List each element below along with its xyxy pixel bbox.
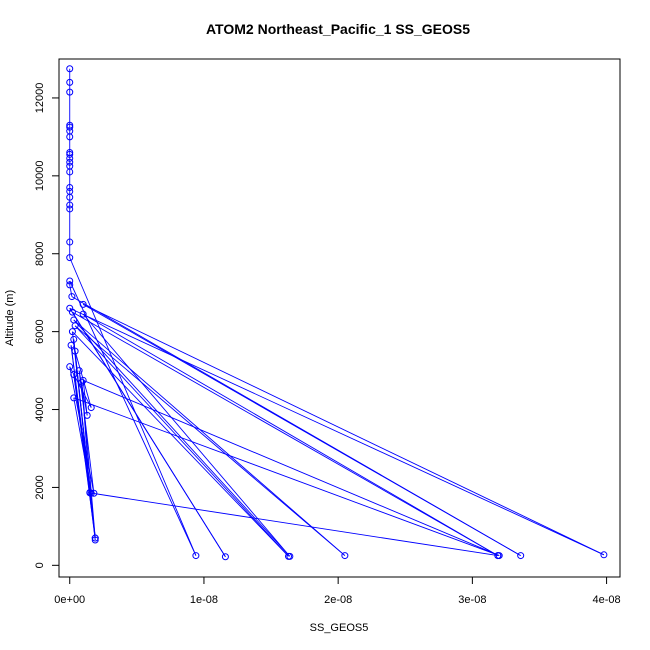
data-point bbox=[600, 551, 608, 559]
series-segment bbox=[89, 492, 498, 557]
data-point bbox=[66, 254, 74, 262]
x-tick-label: 3e-08 bbox=[458, 594, 486, 606]
data-point bbox=[68, 328, 76, 336]
data-point bbox=[90, 489, 98, 497]
data-point bbox=[66, 150, 74, 158]
data-point bbox=[66, 201, 74, 209]
series-segment bbox=[82, 313, 499, 556]
data-point bbox=[517, 552, 525, 560]
y-tick-label: 12000 bbox=[34, 83, 46, 114]
data-point bbox=[86, 489, 94, 497]
data-point bbox=[66, 78, 74, 86]
chart-title: ATOM2 Northeast_Pacific_1 SS_GEOS5 bbox=[206, 21, 470, 37]
data-point bbox=[68, 308, 76, 316]
y-axis-title: Altitude (m) bbox=[4, 290, 16, 346]
data-point bbox=[79, 300, 87, 308]
data-point bbox=[341, 552, 349, 560]
series-segment bbox=[82, 313, 291, 557]
plot-frame bbox=[58, 58, 621, 578]
series-segment bbox=[73, 397, 500, 557]
data-point bbox=[66, 158, 74, 166]
data-point bbox=[66, 154, 74, 162]
data-point bbox=[66, 184, 74, 192]
data-point bbox=[78, 378, 86, 386]
data-point bbox=[66, 123, 74, 131]
series-segment bbox=[73, 319, 346, 556]
data-point bbox=[70, 370, 78, 378]
series-segment bbox=[72, 311, 226, 557]
x-tick-label: 0e+00 bbox=[54, 594, 85, 606]
y-tick-label: 6000 bbox=[34, 319, 46, 343]
series-segment bbox=[81, 382, 91, 493]
axes: 0e+00 1e-08 2e-08 3e-08 4e-08 0 2000 4000 6000 80… bbox=[34, 83, 621, 606]
data-point bbox=[67, 341, 75, 349]
data-point bbox=[87, 404, 95, 412]
data-point bbox=[66, 363, 74, 371]
data-point bbox=[71, 322, 79, 330]
series-segment bbox=[72, 331, 289, 557]
data-point bbox=[79, 310, 87, 318]
data-point bbox=[66, 238, 74, 246]
series-segment bbox=[69, 366, 92, 408]
series-segment bbox=[72, 311, 499, 556]
data-point bbox=[66, 65, 74, 73]
y-tick-label: 2000 bbox=[34, 475, 46, 499]
data-point bbox=[75, 367, 83, 375]
x-axis-title: SS_GEOS5 bbox=[310, 622, 369, 634]
data-point bbox=[70, 394, 78, 402]
data-point bbox=[66, 205, 74, 213]
data-point bbox=[192, 552, 200, 560]
data-point bbox=[285, 552, 292, 560]
data-point bbox=[91, 536, 99, 544]
series-segment bbox=[73, 374, 96, 539]
data-point bbox=[66, 133, 74, 141]
data-point bbox=[66, 281, 74, 289]
series-segment bbox=[82, 303, 521, 556]
data-point bbox=[66, 193, 74, 201]
x-tick-label: 2e-08 bbox=[324, 594, 352, 606]
y-tick-label: 0 bbox=[34, 562, 46, 568]
y-tick-label: 10000 bbox=[34, 161, 46, 192]
data-point bbox=[66, 277, 74, 285]
data-point bbox=[66, 88, 74, 96]
x-tick-label: 4e-08 bbox=[593, 594, 621, 606]
data-point bbox=[68, 293, 76, 301]
series-segment bbox=[82, 303, 605, 556]
y-tick-label: 8000 bbox=[34, 241, 46, 265]
data-point bbox=[494, 552, 502, 560]
series-segment bbox=[69, 284, 73, 297]
y-tick-label: 4000 bbox=[34, 397, 46, 421]
series-segment bbox=[74, 325, 346, 556]
data-series bbox=[66, 65, 608, 561]
series-segment bbox=[69, 280, 197, 556]
series-segment bbox=[82, 380, 88, 416]
series-segment bbox=[82, 379, 500, 556]
data-point bbox=[79, 376, 87, 384]
data-point bbox=[91, 534, 99, 542]
x-tick-label: 1e-08 bbox=[190, 594, 218, 606]
data-point bbox=[70, 335, 78, 343]
data-point bbox=[221, 553, 229, 561]
data-point bbox=[83, 411, 91, 419]
series-segment bbox=[69, 307, 605, 556]
data-point bbox=[71, 347, 79, 355]
data-point bbox=[66, 168, 74, 176]
